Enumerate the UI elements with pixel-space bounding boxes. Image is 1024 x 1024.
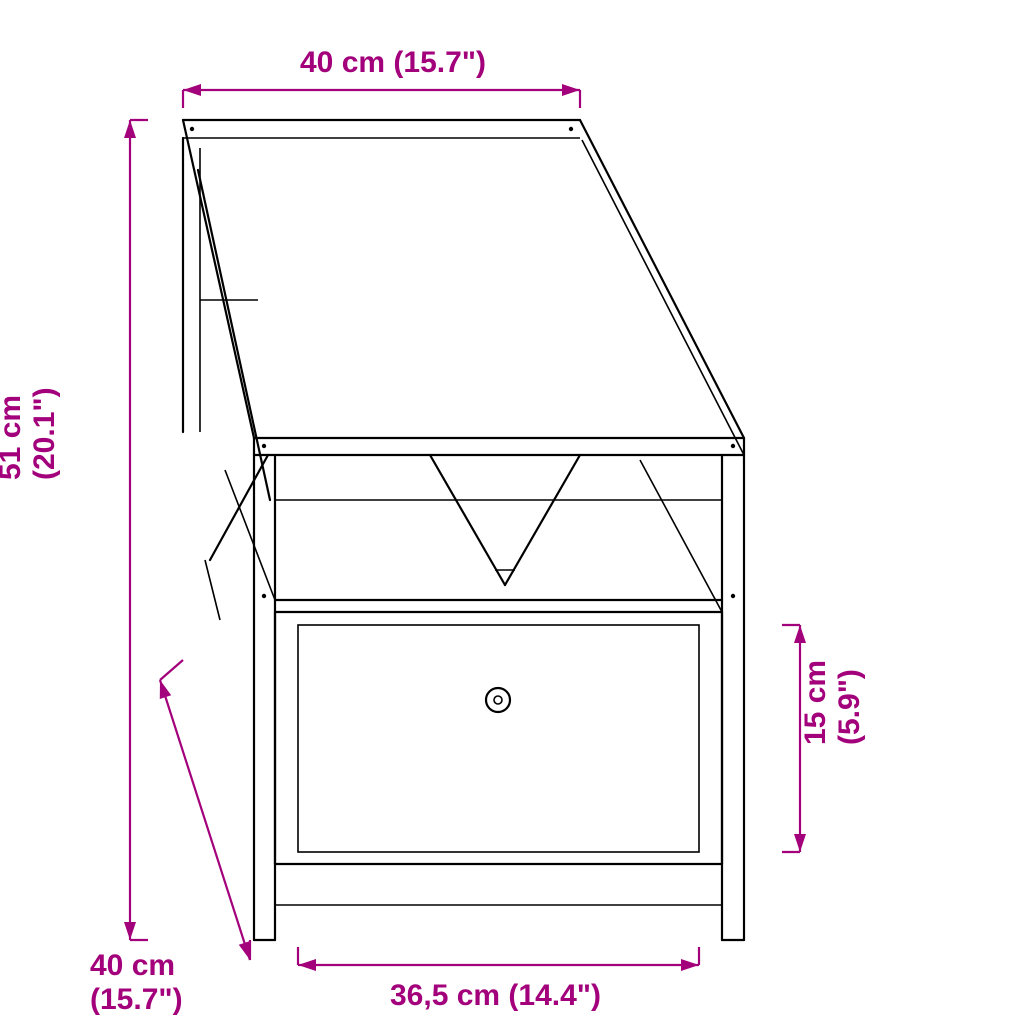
dim-depth-label: 40 cm(15.7"): [90, 949, 183, 1016]
dim-left-label: 51 cm(20.1"): [0, 387, 61, 480]
dim-top-label: 40 cm (15.7"): [300, 46, 486, 79]
dim-drawer-height-label: 15 cm(5.9"): [799, 660, 866, 745]
dimension-diagram: 40 cm (15.7") 51 cm(20.1") 40 cm(15.7") …: [0, 0, 1024, 1024]
dim-drawer-width-label: 36,5 cm (14.4"): [390, 979, 601, 1012]
furniture-drawing: [183, 120, 744, 940]
dimensions: [124, 84, 806, 971]
